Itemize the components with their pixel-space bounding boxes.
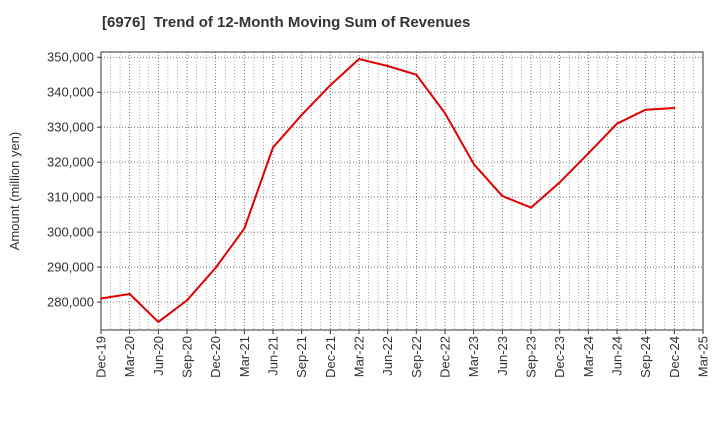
x-tick-label: Sep-22 (409, 336, 424, 378)
x-tick-label: Dec-24 (667, 336, 682, 378)
x-tick-label: Mar-21 (237, 336, 252, 377)
x-tick-label: Jun-24 (610, 336, 625, 376)
series-layer (100, 57, 676, 323)
x-tick-label: Jun-22 (380, 336, 395, 376)
data-point (243, 227, 246, 230)
data-point (386, 65, 389, 67)
data-point (186, 299, 188, 302)
data-point (501, 195, 504, 197)
x-tick-label: Jun-21 (266, 336, 281, 376)
x-tick-label: Mar-24 (581, 336, 596, 377)
data-point (587, 152, 590, 155)
x-tick-label: Mar-20 (122, 336, 137, 377)
data-point (300, 114, 303, 116)
y-tick-label: 310,000 (47, 190, 94, 205)
x-tick-label: Sep-23 (524, 336, 539, 378)
data-point (329, 84, 332, 87)
x-tick-label: Mar-22 (352, 336, 367, 377)
x-tick-label: Dec-23 (552, 336, 567, 378)
plot-area-frame (100, 51, 704, 331)
x-tick-label: Sep-21 (294, 336, 309, 378)
x-axis-ticks: Dec-19 Mar-20 Jun-20 Sep-20 Dec-20 Mar-21 Jun-… (94, 330, 711, 378)
data-point (415, 73, 418, 76)
data-point (644, 108, 647, 111)
data-point (530, 206, 532, 209)
y-tick-label: 340,000 (47, 85, 94, 100)
x-tick-label: Jun-20 (151, 336, 166, 376)
x-tick-label: Sep-20 (180, 336, 195, 378)
data-point (444, 112, 446, 115)
data-point (558, 181, 561, 184)
data-point (128, 293, 131, 295)
x-tick-label: Sep-24 (638, 336, 653, 378)
y-tick-label: 350,000 (47, 50, 94, 65)
x-tick-label: Mar-25 (696, 336, 711, 377)
x-tick-label: Dec-21 (323, 336, 338, 378)
y-axis-title: Amount (million yen) (7, 132, 22, 251)
y-axis-ticks: 280,000 290,000 300,000 310,000 320,000 330,0… (47, 50, 101, 310)
x-tick-label: Dec-19 (94, 336, 109, 378)
y-tick-label: 280,000 (47, 295, 94, 310)
x-tick-label: Dec-22 (438, 336, 453, 378)
chart-title: [6976] Trend of 12-Month Moving Sum of R… (102, 14, 471, 31)
y-tick-label: 320,000 (47, 155, 94, 170)
x-tick-label: Mar-23 (466, 336, 481, 377)
y-tick-label: 330,000 (47, 120, 94, 135)
data-point (472, 162, 475, 165)
data-point (100, 297, 102, 300)
x-tick-label: Dec-20 (208, 336, 223, 378)
data-point (157, 321, 160, 323)
x-tick-label: Jun-23 (495, 336, 510, 376)
grid-lines (101, 52, 703, 330)
y-tick-label: 290,000 (47, 260, 94, 275)
data-point (673, 107, 676, 109)
y-tick-label: 300,000 (47, 225, 94, 240)
data-point (214, 266, 217, 269)
data-point (358, 58, 360, 60)
data-point (616, 122, 618, 125)
data-point (272, 146, 274, 149)
